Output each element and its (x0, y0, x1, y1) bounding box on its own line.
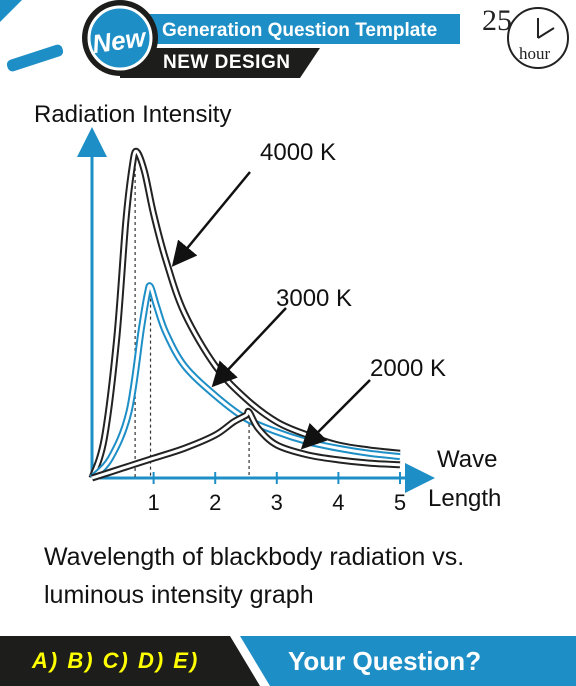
header-title: Generation Question Template (162, 20, 438, 41)
clock-icon (507, 7, 569, 69)
new-badge: New (90, 22, 149, 59)
new-badge-label: New (90, 22, 149, 59)
x-tick-label: 5 (394, 490, 406, 515)
caption-line-1: Wavelength of blackbody radiation vs. (44, 543, 465, 571)
x-tick-label: 2 (209, 490, 221, 515)
y-axis-label: Radiation Intensity (34, 101, 231, 128)
series-line-inner (90, 149, 401, 479)
x-tick-label: 4 (332, 490, 344, 515)
peak-guides (134, 156, 250, 478)
curves (88, 147, 401, 482)
x-axis-label-line2: Length (428, 485, 501, 512)
caption-line-2: luminous intensity graph (44, 581, 314, 609)
blackbody-chart: Radiation Intensity 1 2 3 4 5 4000 K 3000 K 20… (34, 101, 501, 515)
x-tick-label: 3 (271, 490, 283, 515)
x-axis-label-line1: Wave (437, 446, 497, 473)
answer-options: A) B) C) D) E) (32, 648, 200, 673)
annotation-arrow (300, 379, 371, 450)
annotation-label: 2000 K (370, 355, 446, 382)
header-subtitle: NEW DESIGN (163, 52, 291, 73)
clock-unit: hour (519, 44, 551, 63)
annotation-label: 3000 K (276, 285, 352, 312)
series-line-inner (91, 409, 401, 480)
footer-bar (0, 636, 576, 686)
series-line-outer (89, 282, 401, 481)
magnifier-icon (6, 0, 158, 76)
annotations: 4000 K 3000 K 2000 K (171, 139, 446, 450)
header-banner (0, 0, 460, 78)
x-tick-label: 1 (147, 490, 159, 515)
clock-number: 25 (482, 4, 512, 37)
annotation-arrow (211, 307, 287, 388)
chart-caption: Wavelength of blackbody radiation vs. lu… (44, 538, 564, 614)
header-subtitle-bar (120, 48, 320, 78)
x-ticks: 1 2 3 4 5 (147, 472, 406, 515)
header-corner (0, 0, 22, 22)
header-title-bar (120, 14, 460, 44)
series-line-outer (88, 147, 401, 480)
annotation-arrow (171, 171, 251, 267)
your-question: Your Question? (288, 646, 482, 676)
annotation-label: 4000 K (260, 139, 336, 166)
